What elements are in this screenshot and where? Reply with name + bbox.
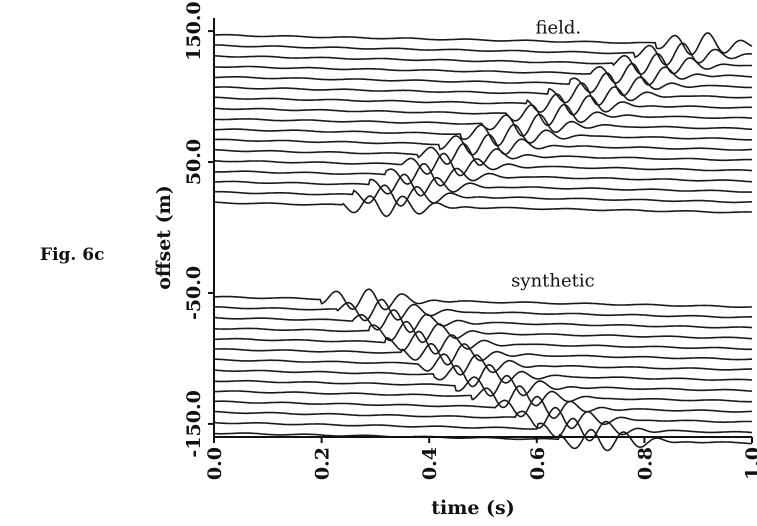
field-trace <box>213 72 752 97</box>
field-trace <box>213 152 753 177</box>
annotation-label: field. <box>535 18 581 39</box>
annotations-group: field. synthetic <box>508 17 598 291</box>
synthetic-trace <box>213 406 752 430</box>
y-tick-label: -150.0 <box>183 390 205 457</box>
synthetic-trace <box>213 395 752 420</box>
field-trace <box>214 162 753 187</box>
field-trace <box>214 133 753 156</box>
x-tick-label: 0.4 <box>419 447 441 480</box>
synthetic-trace <box>213 320 753 344</box>
field-trace <box>213 103 753 127</box>
x-tick-label: 0.2 <box>312 447 334 480</box>
field-trace <box>214 42 753 66</box>
y-tick-label: -50.0 <box>183 266 205 320</box>
x-tick-label: 1.0 <box>742 447 757 480</box>
field-trace <box>213 184 752 207</box>
traces-group <box>213 32 753 452</box>
synthetic-trace <box>213 309 753 334</box>
synthetic-trace <box>213 288 753 311</box>
field-trace <box>214 62 753 86</box>
y-axis-label: offset (m) <box>153 185 175 290</box>
x-tick-label: 0.8 <box>634 447 656 480</box>
annotation-label: synthetic <box>511 270 595 291</box>
synthetic-trace <box>214 298 752 322</box>
synthetic-trace <box>213 428 752 452</box>
y-tick-label: 150.0 <box>183 1 205 61</box>
synthetic-trace <box>213 417 753 442</box>
synthetic-trace <box>213 374 753 397</box>
synthetic-trace <box>213 353 752 376</box>
axes-group: 150.0 50.0 -50.0 -150.00.0 0.2 0.4 0.6 0.8 1.0 <box>183 1 757 480</box>
field-trace <box>213 123 752 147</box>
figure-label: Fig. 6c <box>40 245 104 265</box>
field-trace <box>213 52 753 75</box>
field-trace <box>214 93 752 116</box>
field-trace <box>214 195 753 218</box>
annotation-background <box>527 17 590 38</box>
x-axis-label: time (s) <box>431 497 514 519</box>
field-trace <box>214 32 753 56</box>
synthetic-trace <box>214 385 753 409</box>
y-tick-label: 50.0 <box>183 139 205 185</box>
field-trace <box>214 173 753 197</box>
synthetic-trace <box>213 363 753 388</box>
x-tick-label: 0.0 <box>204 447 226 480</box>
synthetic-trace <box>214 330 752 355</box>
x-tick-label: 0.6 <box>527 447 549 480</box>
field-trace <box>213 82 752 106</box>
annotation-background <box>508 270 598 291</box>
